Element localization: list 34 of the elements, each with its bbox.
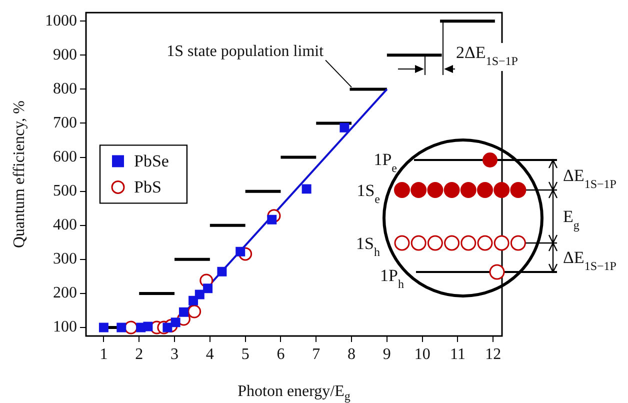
- annotation: 1S$_{e}$: [356, 181, 380, 206]
- annotation: 1S$_{h}$: [356, 234, 380, 259]
- x-tick-label: 7: [312, 346, 320, 363]
- x-tick-label: 4: [206, 346, 214, 363]
- x-tick-label: 8: [348, 346, 356, 363]
- y-tick-label: 800: [53, 80, 77, 98]
- text: ΔE$_{1S−1P}$: [563, 248, 617, 273]
- y-axis-title: Quantum efficiency, %: [11, 100, 28, 248]
- y-tick-label: 400: [53, 216, 77, 234]
- y-tick-label: 900: [53, 46, 77, 64]
- x-tick-label: 10: [414, 346, 430, 363]
- x-tick-label: 9: [382, 346, 391, 363]
- annotation: 1P$_{e}$: [374, 150, 397, 175]
- y-tick-label: 600: [53, 148, 77, 166]
- annotation: 1P$_{h}$: [380, 266, 404, 291]
- y-tick-label: 1000: [45, 12, 77, 30]
- x-tick-label: 3: [170, 346, 179, 363]
- x-tick-label: 11: [450, 346, 466, 363]
- x-tick-label: 1: [100, 346, 108, 363]
- x-tick-label: 2: [135, 346, 144, 363]
- text: E$_{g}$: [563, 207, 580, 232]
- legend-label: PbS: [134, 178, 162, 197]
- annotation: 2ΔE$_{1S−1P}$: [456, 43, 518, 68]
- x-tick-label: 6: [276, 346, 285, 363]
- x-tick-label: 12: [485, 346, 502, 363]
- legend-label: PbSe: [134, 152, 169, 171]
- text: ΔE$_{1S−1P}$: [563, 166, 617, 191]
- annotation: 1S state population limit: [166, 43, 324, 60]
- y-tick-label: 700: [53, 114, 77, 132]
- y-tick-label: 100: [53, 318, 77, 336]
- x-tick-label: 5: [241, 346, 250, 363]
- y-tick-label: 200: [53, 284, 77, 302]
- y-tick-label: 300: [53, 250, 77, 268]
- y-tick-label: 500: [53, 182, 77, 200]
